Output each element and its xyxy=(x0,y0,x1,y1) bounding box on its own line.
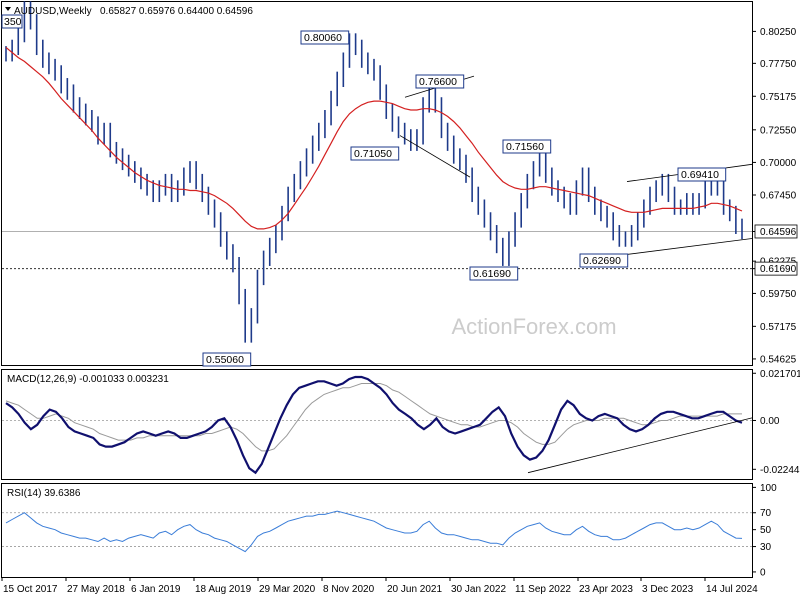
price-annotation: 0.76600 xyxy=(419,76,457,88)
chevron-down-icon[interactable] xyxy=(5,7,11,11)
watermark: ActionForex.com xyxy=(451,314,616,339)
header: AUDUSD,Weekly 0.65827 0.65976 0.64400 0.… xyxy=(5,6,253,17)
macd-axis-label: 0.00 xyxy=(760,416,780,427)
price-annotation-box xyxy=(677,167,727,182)
x-axis-label: 15 Oct 2017 xyxy=(3,584,58,595)
x-axis-label: 20 Jun 2021 xyxy=(387,584,442,595)
trendline-lower-2021 xyxy=(399,135,471,178)
rsi-panel xyxy=(1,483,753,578)
ohlc-label: 0.65827 0.65976 0.64400 0.64596 xyxy=(100,6,253,17)
price-annotation-box xyxy=(415,74,465,89)
price-annotation-box xyxy=(350,146,400,161)
rsi-axis-label: 100 xyxy=(760,483,777,494)
price-axis-marker xyxy=(754,261,798,276)
price-axis-label: 0.59750 xyxy=(760,289,797,300)
price-panel xyxy=(1,1,753,366)
price-axis-label: 0.61690 xyxy=(760,264,797,275)
price-axis-label: 0.67450 xyxy=(760,191,797,202)
x-axis-label: 27 May 2018 xyxy=(67,584,125,595)
price-annotation: 0.61690 xyxy=(473,268,511,280)
x-axis-label: 23 Apr 2023 xyxy=(579,584,633,595)
price-axis-label: 0.77750 xyxy=(760,59,797,70)
x-axis-label: 18 Aug 2019 xyxy=(195,584,252,595)
rsi-axis-label: 0 xyxy=(760,567,766,578)
x-axis-label: 14 Jul 2024 xyxy=(706,584,758,595)
price-annotation-box xyxy=(469,266,519,281)
rsi-axis-label: 70 xyxy=(760,508,772,519)
price-axis-marker xyxy=(754,224,798,239)
x-axis-label: 8 Nov 2020 xyxy=(323,584,375,595)
price-annotation: 0.62690 xyxy=(583,255,621,267)
macd-axis-label: -0.022445 xyxy=(760,465,800,476)
corner-label-box xyxy=(1,14,23,29)
macd-panel xyxy=(1,369,753,480)
price-axis-label: 0.64596 xyxy=(760,227,797,238)
price-annotation-box xyxy=(300,30,350,45)
x-axis-label: 29 Mar 2020 xyxy=(259,584,316,595)
price-axis-label: 0.57175 xyxy=(760,322,797,333)
price-annotation: 0.71560 xyxy=(506,141,544,153)
price-annotation-box xyxy=(579,253,629,268)
price-annotation-box xyxy=(502,139,552,154)
rsi-axis-label: 50 xyxy=(760,525,772,536)
price-annotation: 0.71050 xyxy=(354,148,392,160)
x-axis-label: 11 Sep 2022 xyxy=(515,584,571,595)
price-axis-label: 0.72550 xyxy=(760,125,797,136)
price-axis-label: 0.75175 xyxy=(760,92,797,103)
macd-axis-label: 0.021701 xyxy=(760,369,800,380)
rsi-panel-label: RSI(14) 39.6386 xyxy=(7,488,81,499)
price-axis-label: 0.70000 xyxy=(760,158,797,169)
macd-panel-label: MACD(12,26,9) -0.001033 0.003231 xyxy=(7,374,169,385)
price-annotation: 0.69410 xyxy=(681,169,719,181)
price-annotation: 0.80060 xyxy=(304,32,342,44)
price-axis-label: 0.80250 xyxy=(760,27,797,38)
x-axis-label: 3 Dec 2023 xyxy=(642,584,694,595)
rsi-axis-label: 30 xyxy=(760,542,772,553)
x-axis-label: 30 Jan 2022 xyxy=(451,584,506,595)
rsi-line xyxy=(5,510,743,553)
trendline-lower-2024 xyxy=(621,238,753,256)
moving-average-line xyxy=(5,46,743,230)
macd-trendline xyxy=(527,417,753,474)
price-annotation: 0.55060 xyxy=(206,354,244,366)
price-annotation-box xyxy=(202,352,252,367)
macd-line xyxy=(5,375,743,475)
symbol-label: AUDUSD,Weekly xyxy=(14,6,92,17)
price-axis-label: 0.54625 xyxy=(760,354,797,365)
corner-label: 350 xyxy=(4,16,22,28)
x-axis-label: 6 Jan 2019 xyxy=(131,584,181,595)
